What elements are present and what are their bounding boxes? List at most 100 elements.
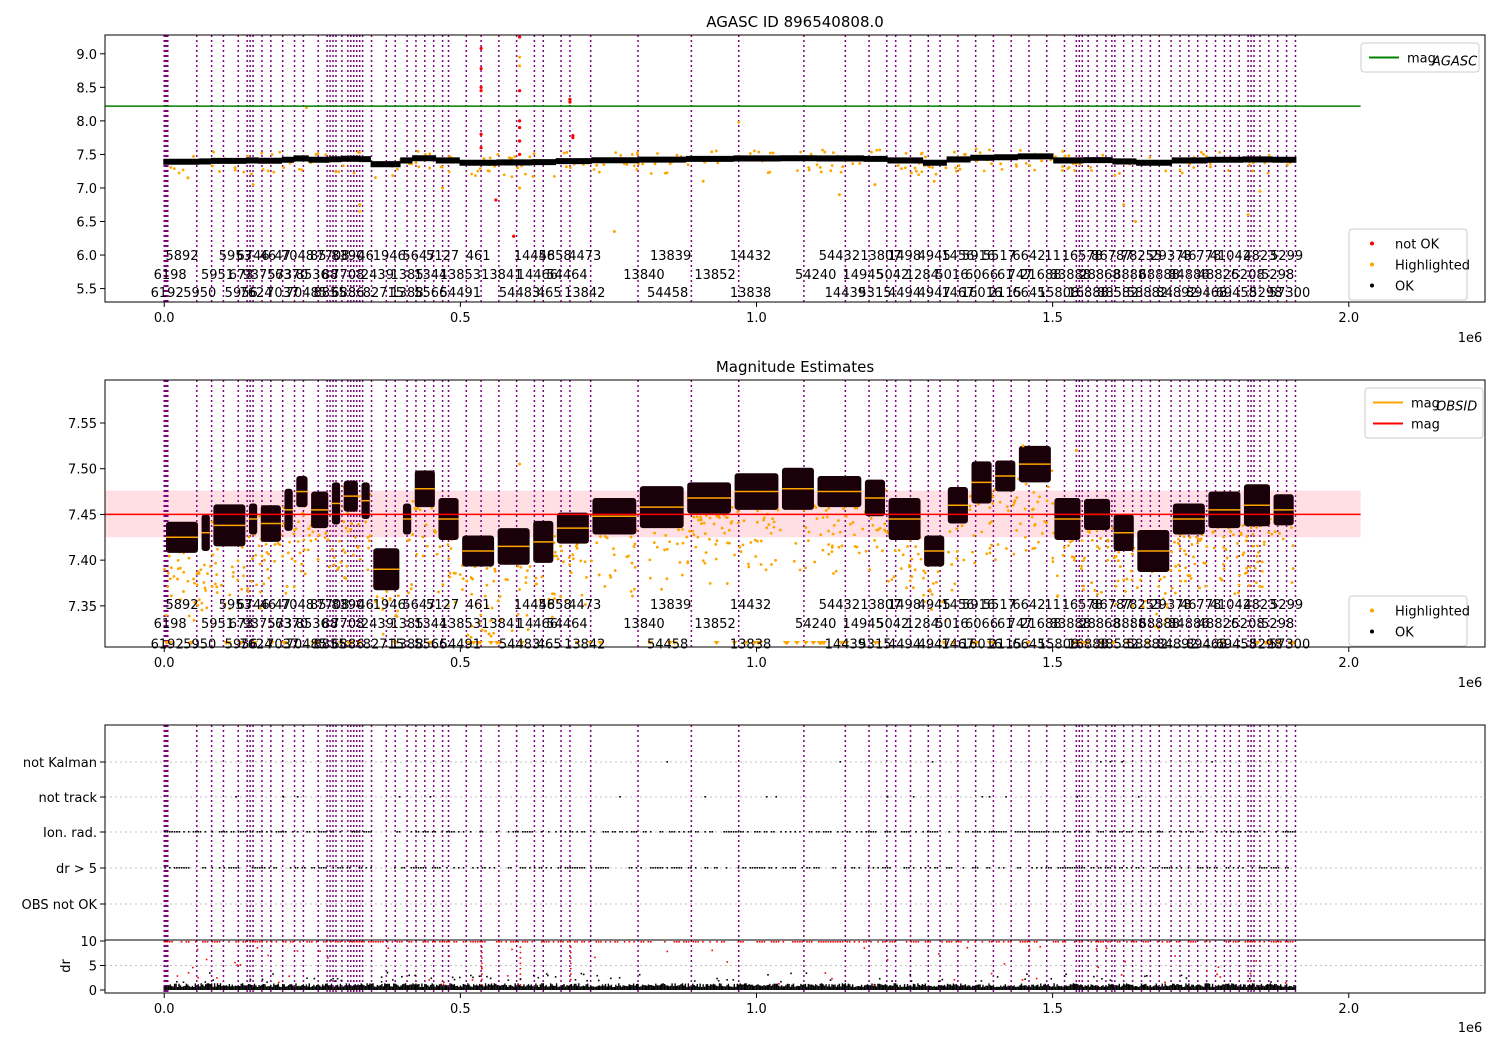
- obsid-label: 2439: [361, 268, 394, 283]
- y-tick-label: 7.45: [68, 508, 97, 523]
- flag-point: [1092, 867, 1095, 869]
- legend1-bottom-label: not OK: [1395, 238, 1440, 253]
- x-tick-label: 2.0: [1338, 656, 1359, 671]
- not-ok-point: [517, 119, 522, 123]
- offscale-marker: [1125, 641, 1132, 645]
- not-ok-point: [517, 139, 522, 143]
- x-tick-label: 0.0: [154, 311, 175, 326]
- dr-not-ok-point: [334, 940, 337, 943]
- obsid-label: 6886: [331, 286, 364, 301]
- highlighted-point: [692, 533, 696, 537]
- highlighted-point: [727, 528, 731, 532]
- flag-point: [282, 796, 285, 798]
- obsid-label: 573: [267, 268, 292, 283]
- flag-point: [1227, 867, 1230, 869]
- dr-not-ok-point: [726, 961, 729, 963]
- flag-point: [415, 831, 417, 833]
- flag-point: [865, 831, 868, 833]
- highlighted-point: [960, 524, 964, 528]
- obsid-label: 5315: [858, 637, 891, 652]
- dr-not-ok-point: [1232, 940, 1235, 943]
- highlighted-point: [345, 564, 349, 568]
- highlighted-point: [1041, 532, 1044, 535]
- flag-point: [488, 867, 491, 869]
- highlighted-point: [1198, 539, 1202, 542]
- flag-point: [240, 831, 242, 833]
- flag-point: [192, 831, 195, 833]
- flag-point: [178, 867, 181, 869]
- dr-not-ok-point: [1209, 940, 1211, 943]
- highlighted-point: [1183, 549, 1186, 553]
- dr-not-ok-point: [1168, 940, 1171, 943]
- flag-point: [235, 867, 237, 869]
- dr-not-ok-point: [197, 976, 200, 979]
- flag-point: [280, 831, 282, 833]
- highlighted-point: [1106, 545, 1110, 549]
- obsid-label: 5951: [201, 268, 234, 283]
- dr-ok-point: [459, 976, 461, 979]
- obsid-label: 6886: [331, 637, 364, 652]
- flag-point: [763, 831, 766, 833]
- highlighted-point: [302, 538, 306, 542]
- flag-point: [237, 831, 240, 833]
- highlighted-point: [759, 563, 763, 566]
- obsid-label: 7048: [281, 598, 314, 613]
- highlighted-point: [988, 551, 992, 555]
- flag-point: [635, 867, 638, 869]
- dr-not-ok-point: [254, 940, 256, 943]
- highlighted-point: [441, 583, 445, 587]
- dr-not-ok-point: [955, 940, 958, 943]
- dr-not-ok-point: [697, 940, 699, 943]
- highlighted-point: [1236, 591, 1240, 595]
- flag-point: [770, 867, 773, 869]
- highlighted-point: [1024, 161, 1028, 165]
- highlighted-point: [807, 530, 811, 534]
- highlighted-point: [293, 560, 297, 563]
- flag-point: [1111, 831, 1114, 833]
- highlighted-point: [1080, 539, 1084, 542]
- highlighted-point: [569, 571, 573, 575]
- highlighted-point: [633, 565, 637, 569]
- dr-not-ok-point: [164, 940, 166, 943]
- x-tick-label: 0.0: [154, 1002, 175, 1017]
- highlighted-point: [458, 573, 462, 577]
- highlighted-point: [1038, 495, 1041, 499]
- dr-not-ok-point: [737, 940, 740, 943]
- dr-not-ok-point: [306, 940, 308, 943]
- flag-point: [1114, 831, 1116, 833]
- obsid-label: 461: [466, 249, 491, 264]
- flag-point: [988, 796, 991, 798]
- flag-point: [469, 831, 472, 833]
- highlighted-point: [675, 542, 679, 546]
- highlighted-point: [1050, 469, 1054, 473]
- flag-point: [1130, 867, 1133, 869]
- dr-ok-point: [430, 977, 433, 980]
- highlighted-point: [832, 524, 836, 527]
- highlighted-point: [518, 462, 522, 466]
- dr-not-ok-point: [472, 940, 474, 943]
- not-ok-point: [517, 89, 522, 93]
- dr-ok-point: [780, 980, 782, 983]
- highlighted-point: [351, 553, 355, 557]
- dr-tick-label: 10: [80, 935, 97, 950]
- flag-point: [401, 867, 403, 869]
- highlighted-point: [169, 165, 173, 169]
- highlighted-point: [766, 171, 770, 175]
- highlighted-point: [798, 568, 802, 572]
- obsid-label: 11: [1044, 598, 1061, 613]
- obsid-label: 13839: [650, 598, 691, 613]
- flag-point: [1225, 867, 1228, 869]
- highlighted-point: [1106, 538, 1110, 542]
- offscale-marker: [793, 641, 800, 645]
- flag-point: [1171, 867, 1173, 869]
- flag-point: [630, 867, 633, 869]
- dr-not-ok-point: [386, 940, 389, 943]
- flag-point: [1064, 867, 1067, 869]
- obsid-label: 1284: [906, 268, 939, 283]
- flag-point: [195, 831, 197, 833]
- highlighted-point: [1248, 565, 1252, 569]
- flag-point: [1017, 867, 1019, 869]
- highlighted-point: [272, 170, 276, 174]
- highlighted-point: [759, 539, 763, 543]
